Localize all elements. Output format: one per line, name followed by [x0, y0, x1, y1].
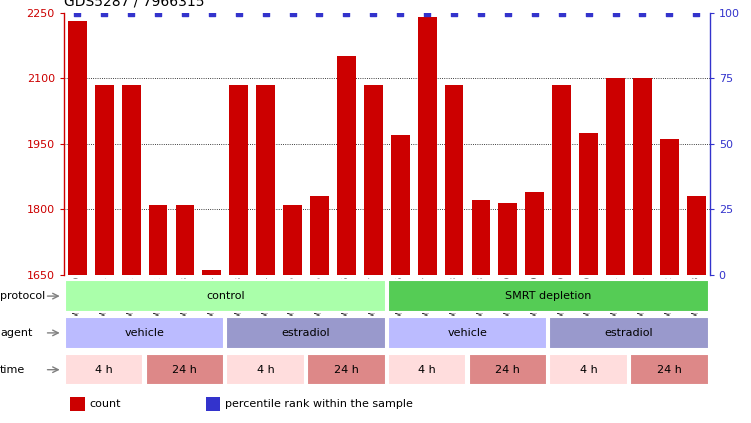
- Bar: [418, 17, 436, 275]
- Bar: [388, 280, 709, 312]
- Bar: [226, 354, 305, 385]
- Text: estradiol: estradiol: [282, 328, 330, 338]
- Point: [206, 9, 218, 16]
- Point: [260, 9, 272, 16]
- Bar: [226, 317, 386, 349]
- Bar: [307, 354, 386, 385]
- Bar: [337, 56, 356, 275]
- Text: agent: agent: [0, 328, 32, 338]
- Text: estradiol: estradiol: [605, 328, 653, 338]
- Bar: [149, 205, 167, 275]
- Bar: [65, 354, 143, 385]
- Bar: [388, 317, 547, 349]
- Bar: [95, 85, 113, 275]
- Bar: [65, 280, 386, 312]
- Bar: [579, 133, 598, 275]
- Point: [690, 9, 702, 16]
- Bar: [71, 397, 85, 411]
- Point: [179, 9, 191, 16]
- Text: percentile rank within the sample: percentile rank within the sample: [225, 399, 413, 409]
- Bar: [526, 192, 544, 275]
- Text: count: count: [89, 399, 121, 409]
- Bar: [310, 196, 329, 275]
- Bar: [499, 203, 517, 275]
- Bar: [549, 354, 628, 385]
- Point: [475, 9, 487, 16]
- Point: [421, 9, 433, 16]
- Point: [610, 9, 622, 16]
- Point: [71, 9, 83, 16]
- Point: [340, 9, 352, 16]
- Point: [287, 9, 299, 16]
- Text: 24 h: 24 h: [657, 365, 682, 375]
- Text: 4 h: 4 h: [95, 365, 113, 375]
- Bar: [146, 354, 225, 385]
- Bar: [65, 317, 225, 349]
- Bar: [391, 135, 409, 275]
- Bar: [256, 85, 275, 275]
- Text: SMRT depletion: SMRT depletion: [505, 291, 592, 301]
- Text: vehicle: vehicle: [125, 328, 164, 338]
- Bar: [606, 78, 625, 275]
- Bar: [445, 85, 463, 275]
- Bar: [283, 205, 302, 275]
- Point: [233, 9, 245, 16]
- Point: [98, 9, 110, 16]
- Bar: [206, 397, 220, 411]
- Text: 24 h: 24 h: [173, 365, 198, 375]
- Bar: [630, 354, 709, 385]
- Point: [663, 9, 675, 16]
- Bar: [469, 354, 547, 385]
- Point: [313, 9, 325, 16]
- Text: 24 h: 24 h: [334, 365, 359, 375]
- Bar: [687, 196, 706, 275]
- Point: [636, 9, 648, 16]
- Text: 24 h: 24 h: [496, 365, 520, 375]
- Text: time: time: [0, 365, 26, 375]
- Point: [367, 9, 379, 16]
- Bar: [472, 201, 490, 275]
- Point: [529, 9, 541, 16]
- Bar: [660, 139, 679, 275]
- Point: [394, 9, 406, 16]
- Text: 4 h: 4 h: [418, 365, 436, 375]
- Text: control: control: [206, 291, 245, 301]
- Text: protocol: protocol: [0, 291, 45, 301]
- Text: 4 h: 4 h: [257, 365, 275, 375]
- Point: [583, 9, 595, 16]
- Text: vehicle: vehicle: [448, 328, 487, 338]
- Text: 4 h: 4 h: [580, 365, 598, 375]
- Bar: [364, 85, 383, 275]
- Point: [502, 9, 514, 16]
- Point: [556, 9, 568, 16]
- Bar: [203, 270, 222, 275]
- Point: [152, 9, 164, 16]
- Bar: [229, 85, 248, 275]
- Bar: [176, 205, 195, 275]
- Text: GDS5287 / 7966315: GDS5287 / 7966315: [64, 0, 204, 9]
- Bar: [633, 78, 652, 275]
- Bar: [122, 85, 140, 275]
- Bar: [68, 22, 86, 275]
- Bar: [549, 317, 709, 349]
- Bar: [388, 354, 466, 385]
- Point: [448, 9, 460, 16]
- Point: [125, 9, 137, 16]
- Bar: [552, 85, 571, 275]
